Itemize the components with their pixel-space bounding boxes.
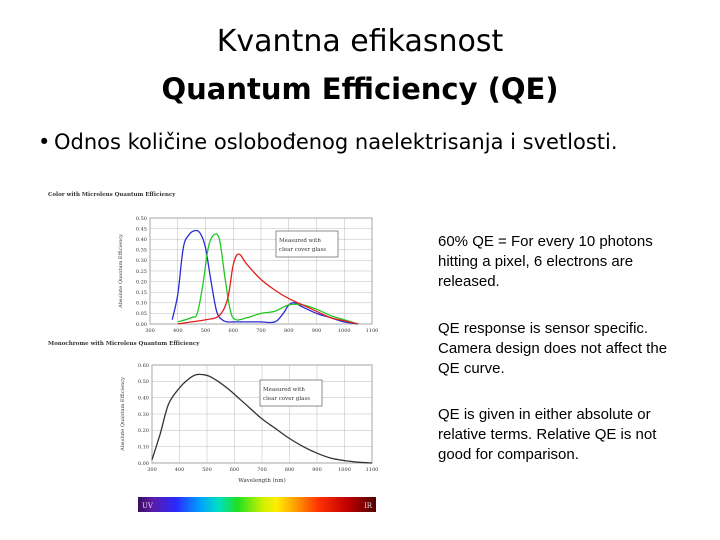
- c1-ytick-label: 0.00: [136, 322, 147, 328]
- note-qe-definition: 60% QE = For every 10 photons hitting a …: [438, 233, 653, 290]
- chart2-annotation: Measured with clear cover glass: [263, 387, 310, 402]
- c1-xtick-label: 300: [145, 328, 155, 334]
- chart2-ylabel: Absolute Quantum Efficiency: [120, 377, 126, 452]
- chart2-title: Monochrome with Microlens Quantum Effici…: [48, 341, 200, 347]
- c2-xtick-label: 1000: [338, 467, 351, 473]
- c2-xtick-label: 700: [257, 467, 267, 473]
- c1-xtick-label: 400: [173, 328, 183, 334]
- c1-xtick-label: 700: [256, 328, 266, 334]
- c1-xtick-label: 1100: [366, 328, 379, 334]
- c2-series-black: [151, 373, 373, 464]
- c1-series-blue: [171, 229, 359, 325]
- c1-xtick-label: 500: [201, 328, 211, 334]
- chart2-xlabel: Wavelength (nm): [238, 477, 285, 484]
- c2-xtick-label: 400: [175, 467, 185, 473]
- c1-series-red: [177, 253, 359, 325]
- c2-xtick-label: 1100: [366, 467, 379, 473]
- spectrum-bar: [138, 497, 376, 512]
- c1-ytick-label: 0.30: [136, 258, 147, 264]
- c1-series-green: [177, 233, 359, 325]
- c1-ytick-label: 0.05: [136, 311, 147, 317]
- c1-ytick-label: 0.15: [136, 290, 147, 296]
- c2-ytick-label: 0.20: [138, 428, 149, 434]
- note-absolute-relative: QE is given in either absolute or relati…: [438, 406, 657, 463]
- spectrum-uv-label: UV: [142, 502, 154, 510]
- chart2-annotation-line2: clear cover glass: [263, 396, 310, 402]
- slide-title-line2: Quantum Efficiency (QE): [161, 72, 559, 106]
- c2-xtick-label: 900: [312, 467, 322, 473]
- bullet-marker: •: [38, 130, 51, 154]
- c2-ytick-label: 0.10: [138, 444, 149, 450]
- c1-ytick-label: 0.50: [136, 216, 147, 222]
- spectrum-ir-label: IR: [364, 502, 373, 510]
- chart2-annotation-box: [259, 379, 323, 407]
- c2-ytick-label: 0.40: [138, 395, 149, 401]
- chart1-annotation: Measured with clear cover glass: [279, 238, 326, 253]
- c1-ytick-label: 0.20: [136, 279, 147, 285]
- c1-xtick-label: 800: [284, 328, 294, 334]
- c2-xtick-label: 500: [202, 467, 212, 473]
- c1-ytick-label: 0.45: [136, 226, 147, 232]
- c1-xtick-label: 600: [228, 328, 238, 334]
- chart1-annotation-line2: clear cover glass: [279, 247, 326, 253]
- c2-ytick-label: 0.50: [138, 379, 149, 385]
- c1-ytick-label: 0.10: [136, 301, 147, 307]
- c2-xtick-label: 800: [285, 467, 295, 473]
- c1-ytick-label: 0.25: [136, 269, 147, 275]
- chart1-ylabel: Absolute Quantum Efficiency: [118, 234, 124, 309]
- bullet-point: • Odnos količine oslobođenog naelektrisan…: [38, 130, 618, 154]
- c1-xtick-label: 1000: [338, 328, 351, 334]
- c2-ytick-label: 0.30: [138, 412, 149, 418]
- chart2-annotation-line1: Measured with: [263, 387, 305, 393]
- chart1-annotation-line1: Measured with: [279, 238, 321, 244]
- bullet-text: Odnos količine oslobođenog naelektrisanj…: [54, 130, 618, 154]
- c2-xtick-label: 300: [147, 467, 157, 473]
- chart1-title: Color with Microlens Quantum Efficiency: [48, 192, 176, 198]
- c2-ytick-label: 0.00: [138, 461, 149, 467]
- c1-ytick-label: 0.35: [136, 248, 147, 254]
- chart1: 0.00 0.05 0.10 0.15 0.20 0.25 0.30 0.35 0.40 0.45…: [118, 216, 378, 334]
- note-sensor-specific: QE response is sensor specific. Camera d…: [438, 320, 668, 377]
- chart2: 0.00 0.10 0.20 0.30 0.40 0.50 0.60 300 400 500 60…: [120, 363, 378, 484]
- c2-xtick-label: 600: [230, 467, 240, 473]
- c1-ytick-label: 0.40: [136, 237, 147, 243]
- c2-ytick-label: 0.60: [138, 363, 149, 369]
- slide-title-line1: Kvantna efikasnost: [216, 24, 504, 59]
- chart1-annotation-box: [275, 230, 339, 258]
- c1-xtick-label: 900: [312, 328, 322, 334]
